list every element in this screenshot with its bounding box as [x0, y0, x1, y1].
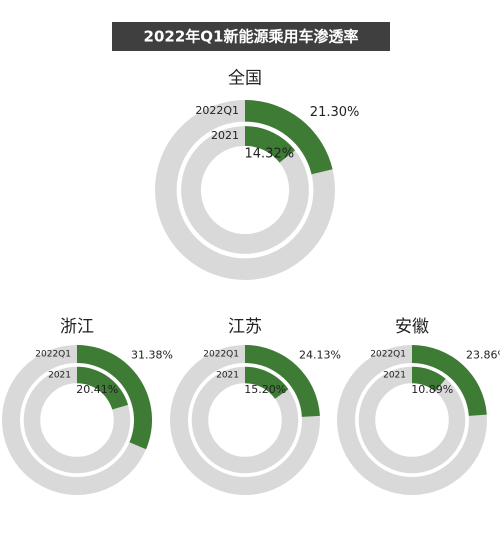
ring-label: 2022Q1	[195, 104, 239, 117]
ring-segment	[245, 100, 333, 175]
ring-label: 2022Q1	[35, 350, 71, 360]
ring-segment	[412, 345, 487, 416]
value-label: 23.86%	[466, 349, 500, 362]
value-label: 10.89%	[411, 383, 453, 396]
value-label: 24.13%	[299, 349, 341, 362]
ring-label: 2021	[211, 129, 239, 142]
value-label: 20.41%	[76, 383, 118, 396]
ring-label: 2021	[383, 371, 406, 381]
donut-title: 浙江	[60, 317, 94, 337]
value-label: 21.30%	[310, 105, 360, 120]
title-box	[112, 22, 390, 51]
donut-title: 安徽	[395, 317, 429, 337]
ring-segment	[77, 344, 152, 450]
value-label: 31.38%	[131, 349, 173, 362]
ring-segment	[245, 366, 289, 399]
ring-label: 2021	[216, 371, 239, 381]
ring-label: 2022Q1	[370, 350, 406, 360]
ring-label: 2022Q1	[203, 350, 239, 360]
ring-segment	[245, 345, 320, 417]
chart-title: 2022年Q1新能源乘用车渗透率	[144, 28, 359, 46]
value-label: 14.32%	[245, 147, 295, 162]
donut-title: 江苏	[228, 317, 262, 337]
donut-title: 全国	[228, 68, 262, 88]
ring-label: 2021	[48, 371, 71, 381]
value-label: 15.20%	[244, 383, 286, 396]
ring-segment	[77, 366, 129, 410]
ring-segment	[412, 366, 446, 392]
ring-segment	[245, 126, 296, 163]
